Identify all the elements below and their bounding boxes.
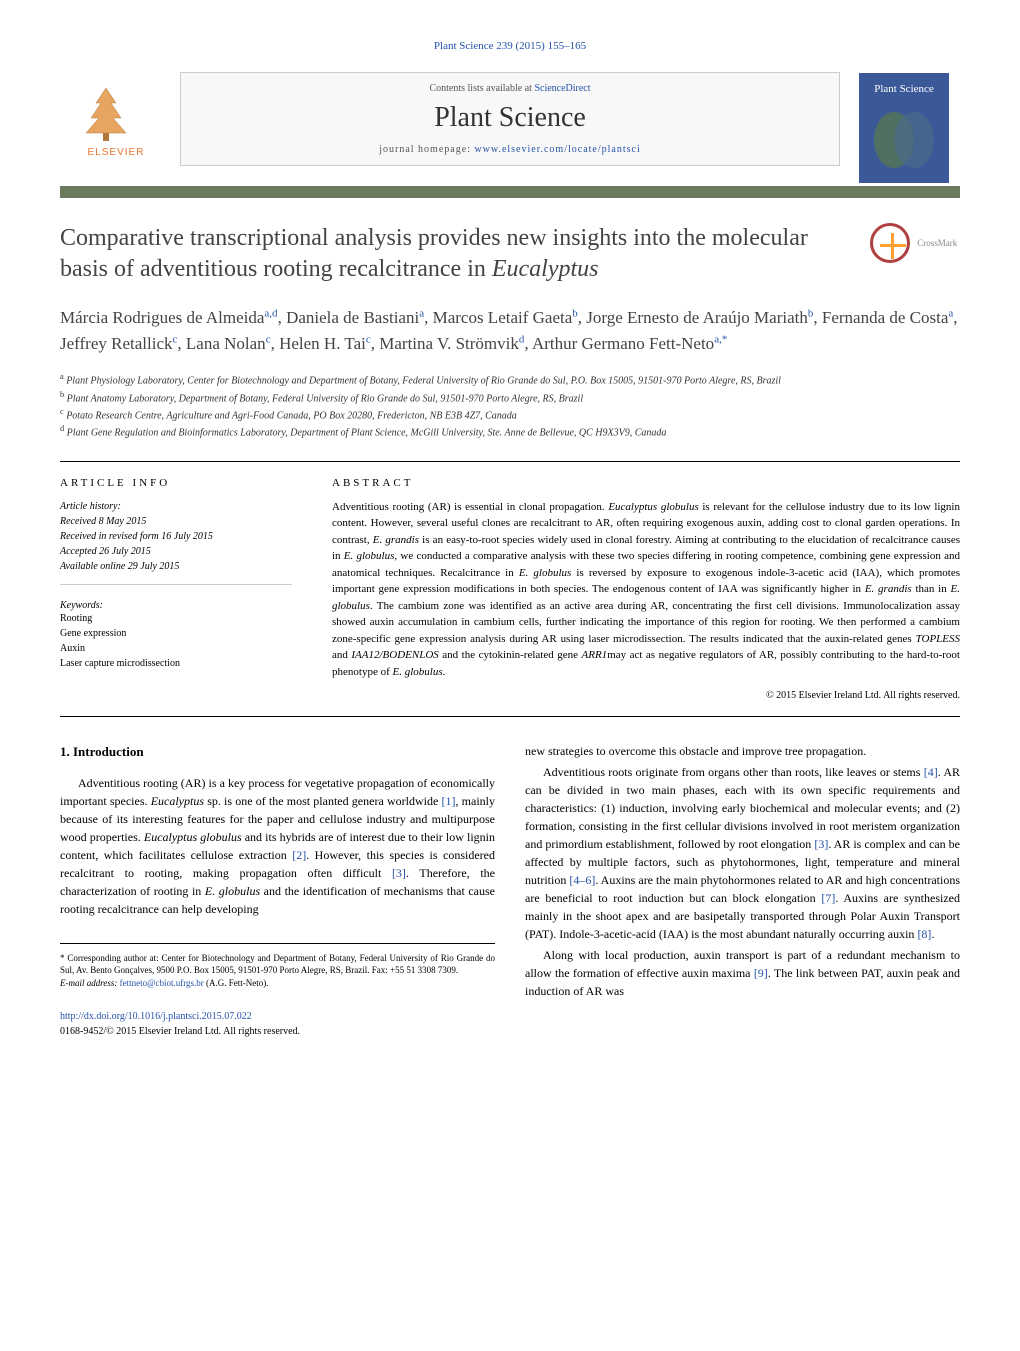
corresponding-author-footer: * Corresponding author at: Center for Bi… — [60, 943, 495, 990]
body-paragraph: Along with local production, auxin trans… — [525, 946, 960, 1000]
elsevier-label: ELSEVIER — [71, 147, 161, 158]
doi-block: http://dx.doi.org/10.1016/j.plantsci.201… — [60, 1009, 495, 1039]
abstract-text: Adventitious rooting (AR) is essential i… — [332, 499, 960, 681]
keyword: Auxin — [60, 641, 292, 656]
body-paragraph: Adventitious roots originate from organs… — [525, 763, 960, 943]
abstract-block: abstract Adventitious rooting (AR) is es… — [312, 477, 960, 702]
journal-cover-thumbnail: Plant Science — [859, 73, 949, 183]
crossmark-label: CrossMark — [917, 238, 957, 248]
journal-header-box: ELSEVIER Plant Science Contents lists av… — [180, 72, 840, 166]
history-online: Available online 29 July 2015 — [60, 559, 292, 574]
crossmark-badge[interactable]: CrossMark — [870, 223, 960, 263]
corresponding-text: * Corresponding author at: Center for Bi… — [60, 952, 495, 977]
email-link[interactable]: fettneto@cbiot.ufrgs.br — [120, 978, 204, 988]
history-revised: Received in revised form 16 July 2015 — [60, 529, 292, 544]
info-abstract-row: article info Article history: Received 8… — [60, 461, 960, 718]
keyword: Gene expression — [60, 626, 292, 641]
column-right: new strategies to overcome this obstacle… — [525, 742, 960, 1039]
authors-list: Márcia Rodrigues de Almeidaa,d, Daniela … — [60, 305, 960, 356]
affiliations-list: a Plant Physiology Laboratory, Center fo… — [60, 371, 960, 440]
affiliation-b: b Plant Anatomy Laboratory, Department o… — [60, 389, 960, 406]
article-title: Comparative transcriptional analysis pro… — [60, 223, 960, 285]
history-accepted: Accepted 26 July 2015 — [60, 544, 292, 559]
cover-art-icon — [864, 105, 944, 175]
abstract-heading: abstract — [332, 477, 960, 489]
email-line: E-mail address: fettneto@cbiot.ufrgs.br … — [60, 977, 495, 990]
history-received: Received 8 May 2015 — [60, 514, 292, 529]
citation-link[interactable]: Plant Science 239 (2015) 155–165 — [434, 40, 586, 52]
affiliation-c: c Potato Research Centre, Agriculture an… — [60, 406, 960, 423]
issn-line: 0168-9452/© 2015 Elsevier Ireland Ltd. A… — [60, 1024, 495, 1039]
article-history: Article history: Received 8 May 2015 Rec… — [60, 499, 292, 585]
sciencedirect-link[interactable]: ScienceDirect — [534, 83, 590, 94]
history-label: Article history: — [60, 499, 292, 514]
keyword: Laser capture microdissection — [60, 656, 292, 671]
elsevier-logo: ELSEVIER — [71, 83, 161, 173]
affiliation-d: d Plant Gene Regulation and Bioinformati… — [60, 423, 960, 440]
keyword: Rooting — [60, 611, 292, 626]
elsevier-tree-icon — [71, 83, 141, 143]
column-left: 1. Introduction Adventitious rooting (AR… — [60, 742, 495, 1039]
divider-bar — [60, 186, 960, 198]
body-paragraph: Adventitious rooting (AR) is a key proce… — [60, 774, 495, 918]
section-heading: 1. Introduction — [60, 742, 495, 762]
crossmark-icon — [870, 223, 910, 263]
body-paragraph: new strategies to overcome this obstacle… — [525, 742, 960, 760]
article-info-block: article info Article history: Received 8… — [60, 477, 312, 702]
page-container: Plant Science 239 (2015) 155–165 ELSEVIE… — [0, 0, 1020, 1079]
abstract-copyright: © 2015 Elsevier Ireland Ltd. All rights … — [332, 690, 960, 701]
homepage-line: journal homepage: www.elsevier.com/locat… — [201, 144, 819, 155]
header-citation: Plant Science 239 (2015) 155–165 — [60, 40, 960, 52]
keywords-label: Keywords: — [60, 600, 292, 611]
article-info-heading: article info — [60, 477, 292, 489]
affiliation-a: a Plant Physiology Laboratory, Center fo… — [60, 371, 960, 388]
body-columns: 1. Introduction Adventitious rooting (AR… — [60, 742, 960, 1039]
keywords-list: Rooting Gene expression Auxin Laser capt… — [60, 611, 292, 671]
homepage-link[interactable]: www.elsevier.com/locate/plantsci — [474, 144, 640, 155]
contents-available-line: Contents lists available at ScienceDirec… — [201, 83, 819, 94]
journal-name: Plant Science — [201, 102, 819, 134]
title-block: CrossMark Comparative transcriptional an… — [60, 223, 960, 285]
doi-link[interactable]: http://dx.doi.org/10.1016/j.plantsci.201… — [60, 1011, 252, 1022]
